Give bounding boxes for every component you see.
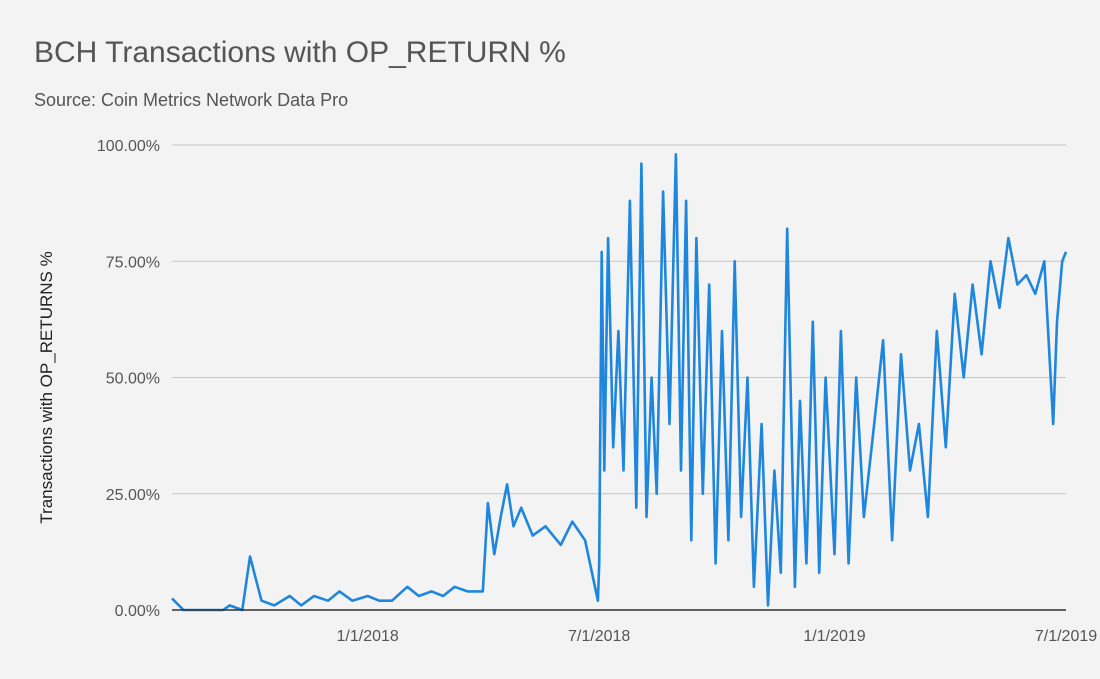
y-axis-ticks: 0.00% 25.00% 50.00% 75.00% 100.00%	[97, 138, 160, 620]
chart-title: BCH Transactions with OP_RETURN %	[34, 36, 566, 69]
x-tick-label: 7/1/2019	[1035, 628, 1097, 645]
y-tick-label: 0.00%	[115, 603, 160, 620]
y-tick-label: 25.00%	[106, 487, 160, 504]
x-tick-label: 7/1/2018	[568, 628, 630, 645]
x-axis-ticks: 1/1/2018 7/1/2018 1/1/2019 7/1/2019	[337, 628, 1098, 645]
x-tick-label: 1/1/2019	[803, 628, 865, 645]
series-line-0	[171, 153, 1068, 612]
chart-subtitle: Source: Coin Metrics Network Data Pro	[34, 90, 349, 110]
y-tick-label: 100.00%	[97, 138, 160, 155]
y-tick-label: 75.00%	[106, 254, 160, 271]
y-tick-label: 50.00%	[106, 371, 160, 388]
x-tick-label: 1/1/2018	[337, 628, 399, 645]
y-axis-label: Transactions with OP_RETURNS %	[37, 251, 56, 523]
series-lines	[171, 153, 1068, 612]
